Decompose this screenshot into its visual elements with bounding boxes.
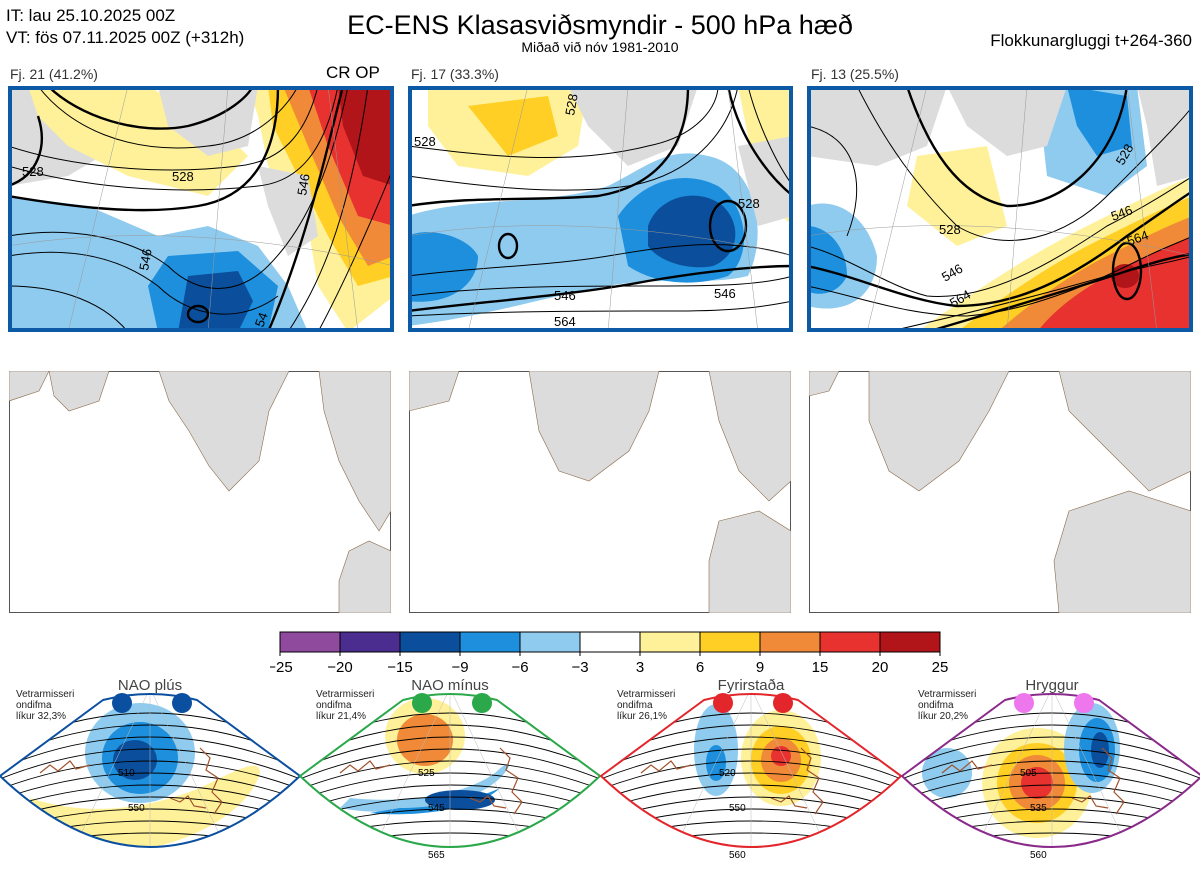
colorbar-tick-label: −9: [451, 659, 468, 676]
regime-dot: [412, 693, 432, 713]
cluster-1-contour-label: 528: [172, 169, 194, 184]
regime-border: [298, 693, 602, 848]
colorbar-tick-label: 25: [932, 659, 949, 676]
cluster-2-contour-label: 546: [714, 286, 736, 301]
it-line: IT: lau 25.10.2025 00Z: [6, 6, 176, 25]
colorbar: −25 −20 −15 −9 −6 −3 3 6 9 15 20 25: [270, 628, 960, 678]
colorbar-tick-label: −25: [270, 659, 293, 676]
regime-contour-label: 520: [719, 768, 736, 779]
regime-title: NAO mínus: [411, 678, 489, 694]
regime-note: Vetrarmisseri: [617, 689, 675, 700]
regime-note: ondifma: [316, 700, 352, 711]
cluster-3-map: 528 546 564 546 564 528: [807, 86, 1193, 332]
colorbar-tick-label: 15: [812, 659, 829, 676]
cluster-1-map: 528 528 546 546 54: [8, 86, 394, 332]
colorbar-tick-label: −15: [387, 659, 412, 676]
regime-note: Vetrarmisseri: [316, 689, 374, 700]
regime-contour-label: 535: [1030, 803, 1047, 814]
cluster-2-contour-label: 528: [562, 93, 581, 117]
regime-dot: [773, 693, 793, 713]
header-info: IT: lau 25.10.2025 00Z VT: fös 07.11.202…: [6, 5, 244, 49]
page-title: EC-ENS Klasasviðsmyndir - 500 hPa hæð: [347, 10, 853, 40]
regime-panels: NAO plús Vetrarmisseri ondifma líkur 32,3% 5…: [0, 678, 1200, 871]
colorbar-tick-label: 9: [756, 659, 764, 676]
colorbar-swatch: [399, 631, 461, 653]
vt-line: VT: fös 07.11.2025 00Z (+312h): [6, 28, 245, 47]
page-subtitle: Miðað við nóv 1981-2010: [521, 39, 679, 55]
regime-contour-label: 565: [428, 850, 445, 861]
regime-border: [599, 693, 903, 848]
colorbar-tick-label: 6: [696, 659, 704, 676]
regime-contour-label: 510: [118, 768, 135, 779]
colorbar-swatch: [339, 631, 401, 653]
colorbar-swatch: [459, 631, 521, 653]
regime-title: NAO plús: [118, 678, 182, 694]
colorbar-swatch: [639, 631, 701, 653]
cluster-1-contour-label: 528: [22, 164, 44, 179]
cluster-2-map: 528 528 546 546 564 528: [408, 86, 793, 332]
cluster-1-op-label: CR OP: [326, 63, 380, 82]
cluster-3-contour-label: 546: [1109, 202, 1135, 224]
regime-dot: [1014, 693, 1034, 713]
cluster-1-contour-label: 546: [294, 173, 313, 197]
regime-contour-label: 525: [418, 768, 435, 779]
regime-note: ondifma: [617, 700, 653, 711]
regime-border: [900, 693, 1200, 848]
cluster-2-label: Fj. 17 (33.3%): [411, 66, 499, 82]
regime-note: líkur 26,1%: [617, 711, 667, 722]
regime-border: [0, 693, 302, 848]
cluster-3-label: Fj. 13 (25.5%): [811, 66, 899, 82]
regime-dot: [172, 693, 192, 713]
cluster-3-contour-label: 528: [939, 222, 961, 237]
colorbar-tick-label: −3: [571, 659, 588, 676]
cluster-1-contour-label: 54: [252, 310, 271, 329]
regime-note: Vetrarmisseri: [16, 689, 74, 700]
cluster-2-contour-label: 528: [738, 196, 760, 211]
cluster-1-label: Fj. 21 (41.2%): [10, 66, 98, 82]
regime-contour-label: 505: [1020, 768, 1037, 779]
colorbar-tick-label: 3: [636, 659, 644, 676]
cluster-2-contour-label: 528: [414, 134, 436, 149]
empty-map-3: [809, 371, 1191, 613]
regime-note: ondifma: [16, 700, 52, 711]
regime-dot: [1074, 693, 1094, 713]
regime-contour-label: 550: [729, 803, 746, 814]
regime-dot: [112, 693, 132, 713]
colorbar-tick-label: −6: [511, 659, 528, 676]
colorbar-swatch: [879, 631, 941, 653]
empty-map-2: [409, 371, 791, 613]
regime-dot: [472, 693, 492, 713]
colorbar-swatch: [819, 631, 881, 653]
regime-dot: [713, 693, 733, 713]
cluster-1-contour-label: 546: [136, 248, 155, 272]
colorbar-swatch: [759, 631, 821, 653]
regime-contour-label: 560: [729, 850, 746, 861]
regime-note: ondifma: [918, 700, 954, 711]
cluster-2-contour-label: 564: [554, 314, 576, 329]
regime-contour-label: 545: [428, 803, 445, 814]
colorbar-swatch: [699, 631, 761, 653]
colorbar-swatch: [519, 631, 581, 653]
empty-map-1: [9, 371, 391, 613]
cluster-2-contour-label: 546: [554, 288, 576, 303]
regime-note: líkur 32,3%: [16, 711, 66, 722]
regime-note: líkur 20,2%: [918, 711, 968, 722]
classification-window: Flokkunargluggi t+264-360: [990, 31, 1192, 50]
colorbar-tick-label: −20: [327, 659, 352, 676]
colorbar-tick-label: 20: [872, 659, 889, 676]
regime-note: líkur 21,4%: [316, 711, 366, 722]
regime-title: Fyrirstaða: [718, 678, 785, 694]
colorbar-swatch: [279, 631, 341, 653]
regime-contour-label: 550: [128, 803, 145, 814]
regime-title: Hryggur: [1025, 678, 1078, 694]
regime-contour-label: 560: [1030, 850, 1047, 861]
regime-note: Vetrarmisseri: [918, 689, 976, 700]
cluster-3-contour-label: 564: [1125, 227, 1151, 249]
colorbar-swatch: [579, 631, 641, 653]
